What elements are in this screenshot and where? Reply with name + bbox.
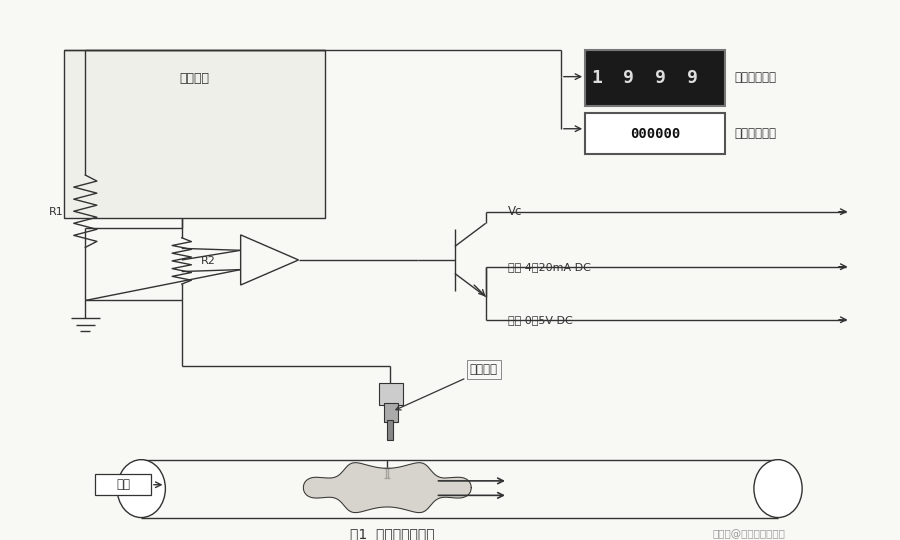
- Polygon shape: [303, 463, 472, 512]
- Bar: [64, 50, 325, 219]
- Text: 瞬时流量显示: 瞬时流量显示: [734, 71, 777, 84]
- Text: 图1  结构及工作原理: 图1 结构及工作原理: [350, 527, 435, 540]
- Bar: [585, 50, 725, 106]
- Text: 搜狐号@嘉可自动化仪表: 搜狐号@嘉可自动化仪表: [713, 529, 786, 539]
- Bar: [585, 113, 725, 154]
- Text: 9: 9: [623, 69, 634, 86]
- Text: 传感探头: 传感探头: [396, 363, 498, 410]
- Text: 1: 1: [591, 69, 602, 86]
- Text: 电子部件: 电子部件: [179, 72, 210, 85]
- Text: 9: 9: [687, 69, 698, 86]
- Bar: [95, 474, 151, 495]
- Text: 输出 4～20mA DC: 输出 4～20mA DC: [508, 262, 590, 272]
- Text: 9: 9: [655, 69, 666, 86]
- Text: R1: R1: [50, 207, 64, 217]
- Ellipse shape: [754, 460, 802, 517]
- Text: Vc: Vc: [508, 205, 522, 218]
- Text: 输出 0～5V DC: 输出 0～5V DC: [508, 315, 572, 325]
- Text: 累积流量显示: 累积流量显示: [734, 127, 777, 140]
- Ellipse shape: [117, 460, 166, 517]
- Text: 000000: 000000: [630, 126, 680, 140]
- Bar: [384, 403, 398, 422]
- Bar: [387, 420, 393, 440]
- Text: R2: R2: [201, 256, 216, 266]
- Bar: [379, 383, 402, 404]
- Text: 流体: 流体: [116, 478, 130, 491]
